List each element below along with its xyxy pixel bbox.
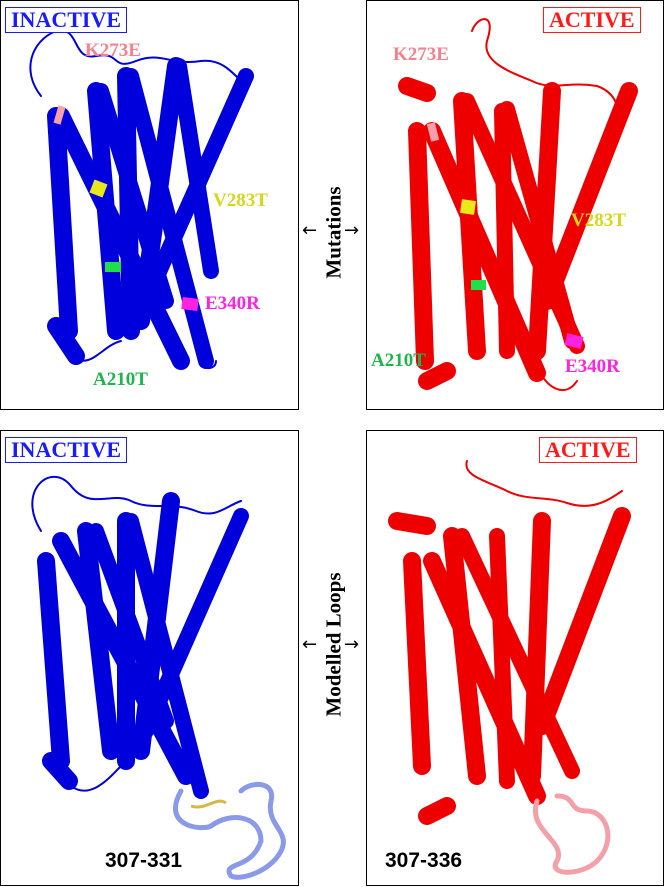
mutation-label-v283t: V283T (213, 190, 268, 211)
middle-mutations-annotation: ← → Mutations (302, 0, 362, 430)
loop-range-label: 307-331 (105, 849, 183, 872)
double-arrow-icon: ← (302, 220, 318, 241)
mutation-label-e340r: E340R (205, 293, 260, 314)
mutation-label-v283t: V283T (571, 210, 626, 231)
active-helix-structure (398, 18, 638, 391)
panel-inactive-loops: INACTIVE 307-331 (0, 430, 299, 886)
panel-active-mutations: ACTIVE K273E V283T E340R A210T (366, 0, 664, 410)
state-label-active: ACTIVE (539, 437, 637, 463)
state-label-inactive: INACTIVE (5, 7, 128, 33)
middle-loops-annotation: ← → Modelled Loops (302, 430, 362, 887)
double-arrow-icon: → (344, 634, 360, 655)
loop-range-label: 307-336 (385, 849, 463, 872)
middle-label-loops: Modelled Loops (321, 572, 346, 717)
double-arrow-icon: ← (302, 634, 318, 655)
mutation-label-a210t: A210T (371, 350, 426, 371)
active-loop-structure (388, 460, 631, 875)
state-label-inactive: INACTIVE (5, 437, 128, 463)
mutation-label-k273e: K273E (393, 44, 449, 65)
panel-active-loops: ACTIVE 307-336 (366, 430, 664, 886)
mutation-label-a210t: A210T (93, 369, 148, 390)
inactive-loop-structure (31, 475, 286, 880)
inactive-helix-structure (29, 29, 254, 370)
mutation-label-e340r: E340R (565, 356, 620, 377)
panel-inactive-mutations: INACTIVE K273E V283T E340R A210T (0, 0, 299, 410)
double-arrow-icon: → (344, 220, 360, 241)
state-label-active: ACTIVE (543, 7, 641, 33)
middle-label-mutations: Mutations (321, 186, 346, 279)
mutation-label-k273e: K273E (85, 40, 141, 61)
